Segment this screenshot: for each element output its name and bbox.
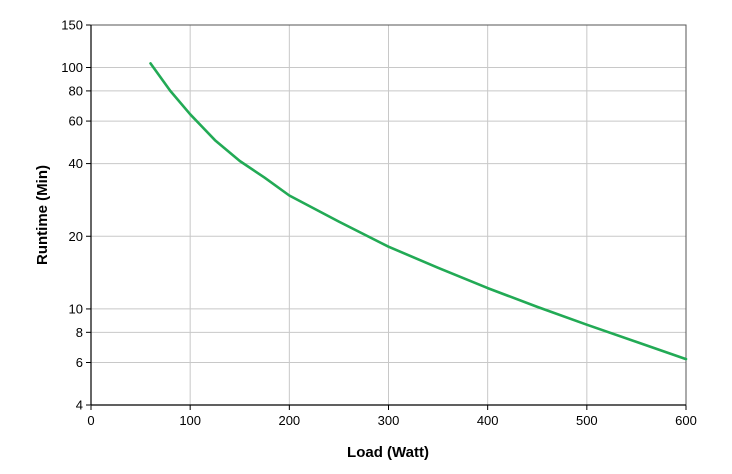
y-tick-label: 80: [69, 83, 83, 98]
y-tick-label: 100: [61, 60, 83, 75]
x-tick-label: 0: [87, 413, 94, 428]
x-axis-title: Load (Watt): [347, 444, 429, 461]
x-tick-label: 600: [675, 413, 697, 428]
y-tick-label: 10: [69, 301, 83, 316]
y-tick-label: 40: [69, 156, 83, 171]
x-tick-label: 100: [179, 413, 201, 428]
y-tick-label: 150: [61, 18, 83, 33]
runtime-series-line: [149, 62, 688, 361]
y-tick-label: 20: [69, 229, 83, 244]
y-tick-label: 6: [76, 355, 83, 370]
x-tick-label: 300: [378, 413, 400, 428]
grid: [91, 24, 687, 405]
y-tick-label: 60: [69, 114, 83, 129]
x-tick-label: 200: [278, 413, 300, 428]
axes: [86, 24, 687, 410]
y-tick-label: 4: [76, 398, 83, 413]
y-tick-label: 8: [76, 325, 83, 340]
series-layer: [149, 62, 688, 361]
y-axis-title: Runtime (Min): [34, 165, 51, 265]
y-tick-labels: 150 100 80 60 40 20 10 8 6 4: [61, 18, 83, 413]
x-tick-labels: 0 100 200 300 400 500 600: [87, 413, 696, 428]
x-tick-label: 500: [576, 413, 598, 428]
x-tick-label: 400: [477, 413, 499, 428]
